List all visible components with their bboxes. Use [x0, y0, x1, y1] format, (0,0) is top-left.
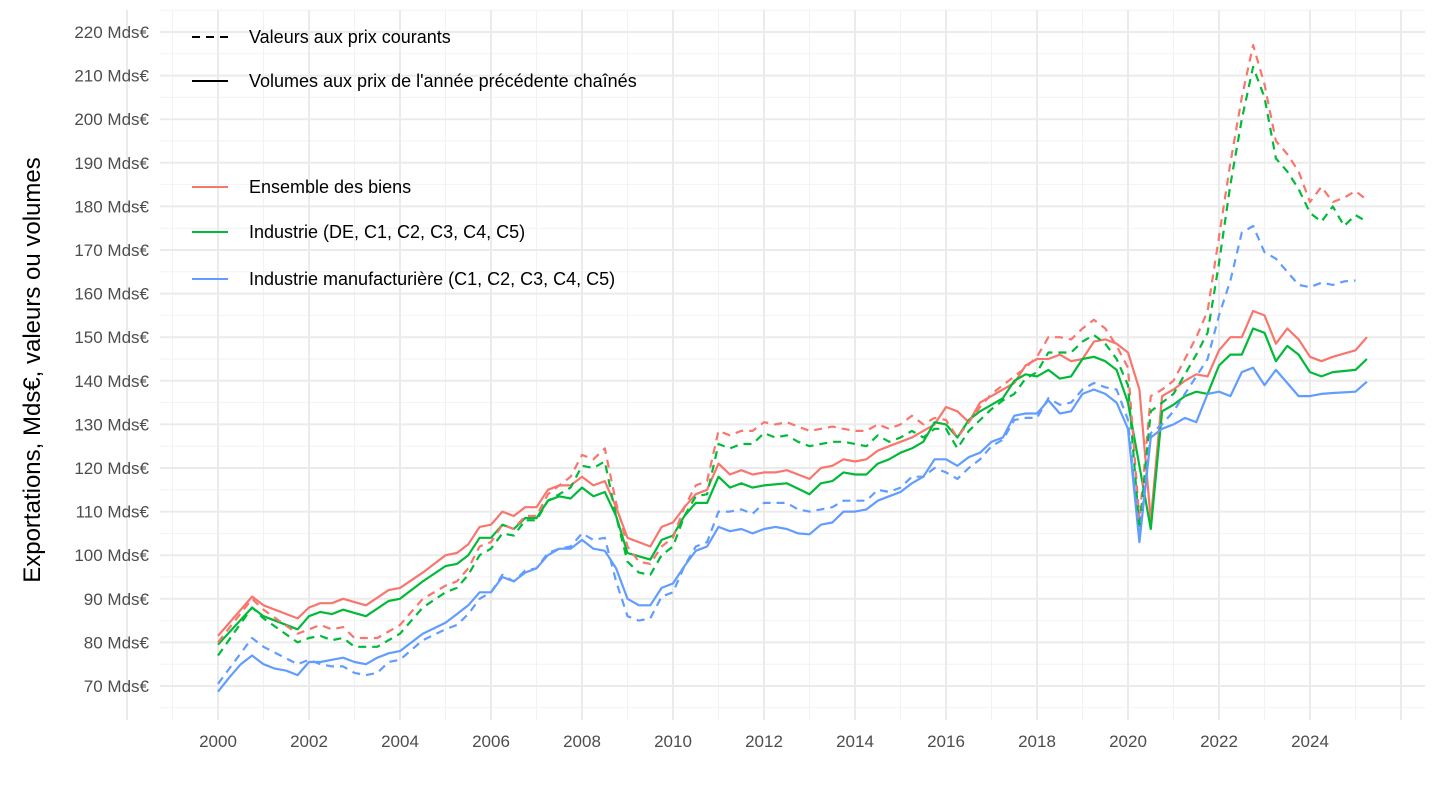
y-tick-label: 120 Mds€ [74, 459, 149, 478]
series-line-5 [217, 224, 1356, 685]
x-tick-label: 2002 [290, 732, 328, 751]
x-tick-label: 2006 [472, 732, 510, 751]
y-tick-label: 160 Mds€ [74, 285, 149, 304]
y-tick-label: 180 Mds€ [74, 197, 149, 216]
y-tick-label: 110 Mds€ [76, 503, 150, 522]
series-line-1 [217, 327, 1368, 646]
x-tick-label: 2012 [745, 732, 783, 751]
x-tick-label: 2016 [927, 732, 965, 751]
series-line-2 [217, 366, 1368, 693]
grid-lines [126, 9, 1425, 720]
y-tick-label: 150 Mds€ [74, 328, 149, 347]
x-tick-label: 2008 [563, 732, 601, 751]
y-tick-label: 200 Mds€ [74, 110, 149, 129]
legend-label-ensemble: Ensemble des biens [249, 177, 411, 197]
y-tick-label: 70 Mds€ [84, 677, 150, 696]
x-tick-label: 2010 [654, 732, 692, 751]
y-tick-label: 210 Mds€ [74, 67, 149, 86]
x-tick-label: 2020 [1109, 732, 1147, 751]
legend-label-industrie: Industrie (DE, C1, C2, C3, C4, C5) [249, 222, 525, 242]
series-line-3 [217, 44, 1368, 644]
x-tick-label: 2022 [1200, 732, 1238, 751]
x-tick-label: 2000 [199, 732, 237, 751]
series-lines [217, 44, 1368, 693]
legend-label-manufacturiere: Industrie manufacturière (C1, C2, C3, C4… [249, 269, 615, 289]
y-tick-label: 100 Mds€ [74, 546, 149, 565]
y-tick-label: 220 Mds€ [74, 23, 149, 42]
legend: Valeurs aux prix courants Volumes aux pr… [192, 27, 637, 289]
y-tick-label: 90 Mds€ [84, 590, 150, 609]
y-tick-label: 190 Mds€ [74, 154, 149, 173]
x-axis-ticks: 2000 2002 2004 2006 2008 2010 2012 2014 2016 2018… [199, 732, 1329, 751]
x-tick-label: 2004 [381, 732, 419, 751]
y-axis-ticks: 70 Mds€ 80 Mds€ 90 Mds€ 100 Mds€ 110 Mds€ 120… [74, 23, 149, 696]
series-line-0 [217, 309, 1368, 637]
y-tick-label: 80 Mds€ [84, 633, 150, 652]
y-axis-title: Exportations, Mds€, valeurs ou volumes [19, 157, 46, 583]
x-tick-label: 2018 [1018, 732, 1056, 751]
x-tick-label: 2024 [1291, 732, 1329, 751]
x-tick-label: 2014 [836, 732, 874, 751]
y-tick-label: 140 Mds€ [74, 372, 149, 391]
legend-label-volumes: Volumes aux prix de l'année précédente c… [249, 71, 637, 91]
y-tick-label: 130 Mds€ [74, 415, 149, 434]
series-line-4 [217, 65, 1368, 657]
y-tick-label: 170 Mds€ [74, 241, 149, 260]
legend-label-valeurs: Valeurs aux prix courants [249, 27, 451, 47]
